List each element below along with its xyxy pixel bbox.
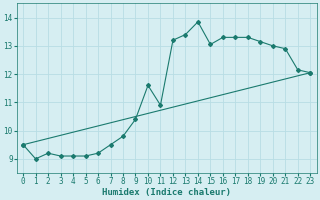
X-axis label: Humidex (Indice chaleur): Humidex (Indice chaleur) xyxy=(102,188,231,197)
